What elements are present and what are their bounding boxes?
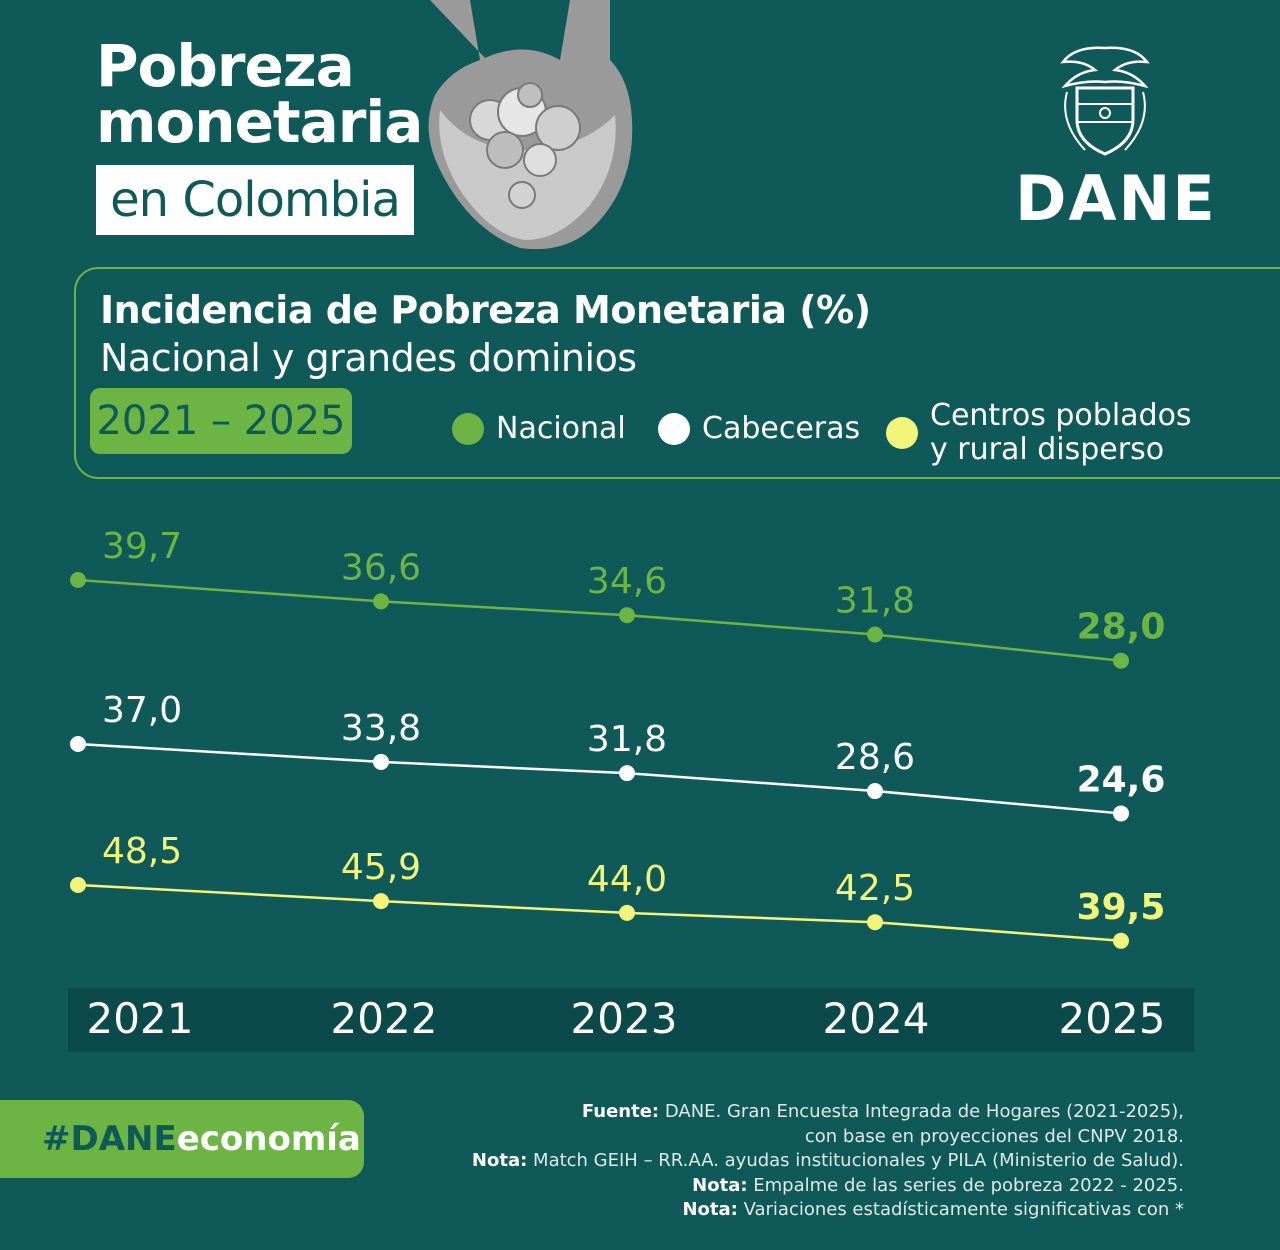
data-point [70, 877, 86, 893]
data-point [373, 893, 389, 910]
data-point [619, 904, 635, 921]
note-1: Nota: Match GEIH – RR.AA. ayudas institu… [471, 1150, 1184, 1171]
data-point [867, 626, 883, 643]
data-label: 33,8 [341, 708, 421, 749]
data-label: 28,6 [835, 737, 915, 778]
data-label: 44,0 [587, 859, 667, 900]
note-fuente: Fuente: DANE. Gran Encuesta Integrada de… [581, 1101, 1184, 1122]
data-label: 48,5 [102, 831, 182, 872]
data-point [867, 914, 883, 931]
data-label: 31,8 [587, 719, 667, 760]
legend-dot-icon [452, 413, 484, 445]
coat-of-arms-icon [1060, 46, 1150, 156]
source-notes: Fuente: DANE. Gran Encuesta Integrada de… [384, 1100, 1184, 1223]
title-line-2: monetaria [96, 88, 423, 156]
period-badge: 2021 – 2025 [90, 388, 352, 454]
x-tick-label: 2024 [822, 994, 930, 1043]
data-point [619, 765, 635, 782]
data-point [70, 736, 86, 752]
note-2: Nota: Empalme de las series de pobreza 2… [692, 1174, 1184, 1196]
legend-label: Nacional [496, 411, 626, 446]
note-fuente-cont: con base en proyecciones del CNPV 2018. [804, 1125, 1184, 1147]
data-label: 37,0 [102, 690, 182, 731]
hands-coins-illustration [428, 0, 633, 250]
data-point [70, 572, 86, 588]
legend-label: Cabeceras [702, 411, 861, 446]
x-tick-label: 2021 [86, 994, 194, 1043]
title-line-1: Pobreza [96, 32, 355, 100]
legend-item-nacional: Nacional [452, 413, 626, 445]
chart-header-panel [74, 267, 1280, 479]
page-title: Pobreza monetaria [96, 32, 423, 156]
data-label: 39,5 [1077, 887, 1166, 928]
x-tick-label: 2023 [570, 994, 678, 1043]
data-point [1113, 805, 1129, 822]
legend-item-cabeceras: Cabeceras [658, 413, 860, 445]
note-3: Nota: Variaciones estadísticamente signi… [682, 1199, 1184, 1220]
data-label: 34,6 [587, 561, 667, 602]
data-point [373, 753, 389, 770]
data-label: 42,5 [835, 868, 915, 909]
data-label: 31,8 [835, 581, 915, 622]
hashtag-suffix: economía [176, 1119, 361, 1159]
data-point [373, 593, 389, 610]
x-tick-label: 2022 [330, 994, 438, 1043]
data-point [619, 607, 635, 624]
title-subtitle-box: en Colombia [96, 165, 414, 235]
hashtag-badge: #DANEeconomía [0, 1100, 364, 1178]
dane-wordmark: DANE [1015, 162, 1217, 235]
data-label: 28,0 [1077, 607, 1166, 648]
legend-item-rural: Centros poblados y rural disperso [886, 399, 1192, 467]
legend-label: Centros poblados y rural disperso [930, 398, 1192, 467]
data-label: 39,7 [102, 526, 182, 567]
data-point [1113, 932, 1129, 949]
chart-title: Incidencia de Pobreza Monetaria (%) [100, 288, 871, 332]
data-label: 36,6 [341, 547, 421, 588]
chart-subtitle: Nacional y grandes dominios [100, 336, 637, 380]
x-axis-band [68, 988, 1194, 1052]
data-point [867, 783, 883, 800]
legend-dot-icon [658, 413, 690, 445]
data-label: 24,6 [1077, 759, 1166, 800]
data-label: 45,9 [341, 847, 421, 888]
hashtag-prefix: #DANE [42, 1119, 177, 1159]
data-point [1113, 652, 1129, 669]
x-tick-label: 2025 [1058, 994, 1166, 1043]
legend-dot-icon [886, 417, 918, 449]
dane-logo: DANE [1015, 42, 1217, 235]
